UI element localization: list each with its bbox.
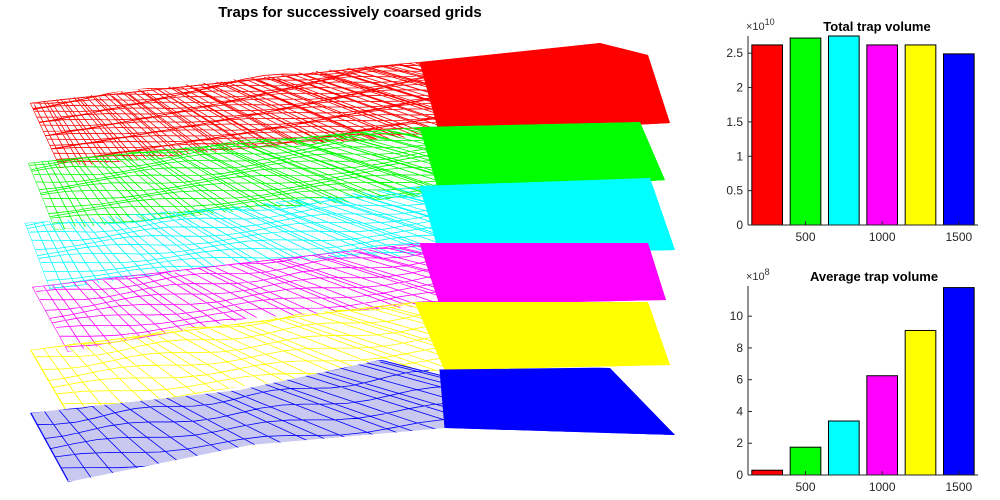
- stacked-surface-plot: [25, 43, 675, 482]
- y-tick-label: 0: [736, 468, 743, 482]
- trap-region: [439, 367, 675, 436]
- bar: [866, 44, 898, 226]
- y-tick-label: 1: [736, 149, 743, 163]
- bar: [789, 37, 822, 226]
- bar: [828, 35, 860, 226]
- y-tick-label: 2: [736, 81, 743, 95]
- bar: [789, 446, 822, 476]
- y-tick-label: 2.5: [726, 46, 743, 60]
- total-trap-volume-chart: Total trap volume ×1010 0 0.5 1 1.5 2 2.5 500 1…: [726, 17, 978, 244]
- x-tick-label: 1500: [945, 480, 972, 494]
- exponent-label-average: ×108: [746, 267, 770, 283]
- exponent-label-total: ×1010: [746, 17, 775, 33]
- x-tick-label: 1000: [869, 230, 896, 244]
- y-tick-label: 6: [736, 373, 743, 387]
- bar: [904, 44, 937, 226]
- trap-region: [419, 178, 675, 256]
- y-tick-label: 4: [736, 404, 743, 418]
- surface-outline: [30, 61, 670, 168]
- surface-layer: [32, 243, 666, 352]
- bar-charts-panel: Total trap volume ×1010 0 0.5 1 1.5 2 2.5 500 1…: [726, 17, 978, 494]
- y-tick-label: 2: [736, 436, 743, 450]
- chart-title-total: Total trap volume: [823, 19, 930, 34]
- y-tick-label: 1.5: [726, 115, 743, 129]
- bar: [751, 469, 783, 476]
- trap-region: [414, 302, 670, 371]
- trap-region: [419, 243, 666, 306]
- y-tick-label: 8: [736, 341, 743, 355]
- bar: [828, 420, 860, 476]
- bar: [904, 329, 937, 476]
- bar: [943, 53, 975, 226]
- y-tick-label: 0: [736, 218, 743, 232]
- average-trap-volume-chart: Average trap volume ×108 0 2 4 6 8 10 500 1000 1…: [730, 267, 978, 494]
- x-tick-label: 500: [795, 480, 815, 494]
- y-tick-label: 0.5: [726, 184, 743, 198]
- x-tick-label: 500: [795, 230, 815, 244]
- main-title: Traps for successively coarsed grids: [218, 4, 482, 21]
- x-tick-label: 1500: [945, 230, 972, 244]
- bar: [943, 287, 975, 476]
- chart-title-average: Average trap volume: [810, 269, 938, 284]
- y-tick-label: 10: [730, 309, 744, 323]
- surface-layer: [30, 43, 670, 168]
- bar: [751, 44, 783, 226]
- bar: [866, 375, 898, 476]
- x-tick-label: 1000: [869, 480, 896, 494]
- trap-region: [419, 43, 670, 136]
- surface-layer: [30, 360, 675, 482]
